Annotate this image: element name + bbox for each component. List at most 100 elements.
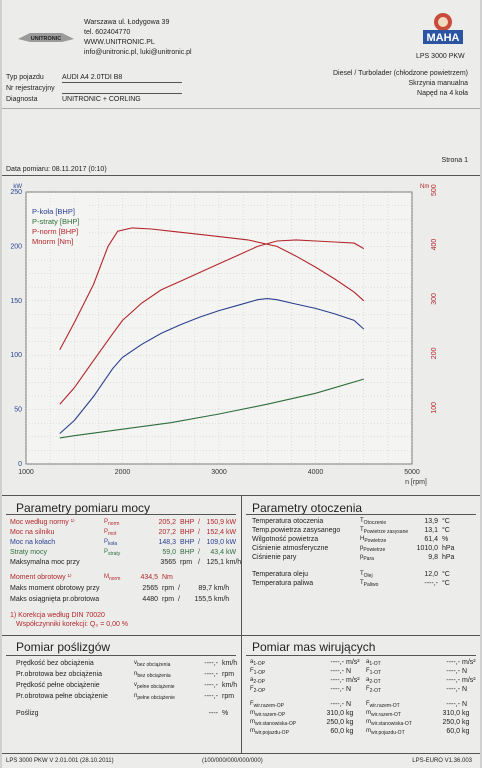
slip-row-symbol: vbez obciążenia — [134, 660, 171, 669]
slip-row-symbol: nbez obciążenia — [134, 671, 171, 680]
mass-row-unit: N — [346, 701, 352, 708]
power-row-symbol: Pkoła — [104, 539, 118, 548]
power-row-value-1: 148,3 — [158, 539, 176, 546]
y-right-tick-label: 300 — [431, 293, 438, 305]
slip-row-value: ----,- — [204, 682, 218, 689]
environment-row-value: 12,0 — [424, 571, 438, 578]
mass-row-symbol: a1-OP — [250, 659, 266, 668]
legend-entry: P-koła [BHP] — [32, 207, 75, 216]
environment-row-unit: °C — [442, 571, 450, 578]
power-row-value-1: 205,2 — [158, 519, 176, 526]
torque-row-value-2: 155,5 — [194, 596, 212, 603]
maha-logo-text: MAHA — [427, 32, 460, 44]
legend-entry: P-norm [BHP] — [32, 227, 78, 236]
torque-row-value-2: 89,7 — [198, 585, 212, 592]
mass-row-value: 310,0 — [442, 710, 460, 717]
mass-row-value: ----,- — [330, 701, 344, 708]
page-number: Strona 1 — [441, 157, 468, 164]
power-row-separator: / — [198, 559, 200, 566]
mass-row-symbol: Fwir.razem-OP — [250, 701, 284, 710]
power-row-unit-1: BHP — [180, 549, 195, 556]
slip-row-unit: km/h — [222, 660, 238, 667]
registration-underline — [62, 93, 182, 94]
header-separator — [2, 108, 480, 109]
power-row-unit-1: BHP — [180, 519, 195, 526]
mass-row-symbol: a2-OP — [250, 677, 266, 686]
power-row-value-2: 150,9 — [206, 519, 224, 526]
environment-row-symbol: HPowietrze — [360, 536, 387, 545]
environment-row-label: Temperatura otoczenia — [252, 518, 324, 525]
mass-row-value: ----,- — [446, 668, 460, 675]
drive-type: Napęd na 4 koła — [417, 90, 468, 97]
footer-middle: (100/000/000/000/000) — [202, 758, 263, 764]
series-line-0 — [59, 298, 365, 434]
torque-row-label: Maks osiągnięta pr.obrotowa — [10, 596, 100, 603]
torque-row-unit-1: rpm — [162, 585, 175, 592]
mass-row-unit: kg — [462, 719, 470, 726]
mass-row-symbol: F2-OT — [366, 686, 382, 695]
power-row-unit-1: rpm — [180, 559, 193, 566]
mass-row-value: 310,0 — [326, 710, 344, 717]
environment-row-unit: hPa — [442, 545, 455, 552]
slip-row-label: Pr.obrotowa bez obciążenia — [16, 671, 102, 678]
power-row-value-2: 109,0 — [206, 539, 224, 546]
x-tick-label: 2000 — [115, 469, 131, 476]
mass-row-symbol: mwir.razem-OT — [366, 710, 401, 719]
slip-row-value: ---- — [208, 710, 218, 717]
mass-row-unit: kg — [346, 710, 354, 717]
correction-note-2: Współczynniki korekcji: Q₀ = 0,00 % — [16, 621, 129, 628]
maha-logo-graphic: MAHA — [423, 13, 463, 44]
mass-row-value: ----,- — [330, 668, 344, 675]
power-row-unit-2: kW — [226, 539, 237, 546]
slip-row-unit: % — [222, 710, 229, 717]
power-row-label: Maksymalna moc przy — [10, 559, 80, 566]
environment-row-unit: °C — [442, 580, 450, 587]
environment-row-label: Temp.powietrza zasysanego — [252, 527, 341, 534]
legend-box — [29, 205, 89, 249]
power-row-separator: / — [198, 519, 200, 526]
environment-row-unit: °C — [442, 527, 450, 534]
power-row-unit-2: km/h — [226, 559, 242, 566]
date-separator — [2, 175, 480, 176]
y-left-tick-label: 250 — [10, 189, 22, 196]
mass-row-value: ----,- — [330, 686, 344, 693]
unitronic-logo-text: UNITRONIC — [31, 36, 62, 42]
environment-row-symbol: pPara — [360, 554, 374, 563]
y-right-tick-label: 500 — [431, 184, 438, 196]
mass-row-value: ----,- — [446, 701, 460, 708]
series-line-2 — [59, 239, 365, 405]
mass-row-unit: N — [346, 668, 352, 675]
power-row-value-2: 125,1 — [206, 559, 224, 566]
environment-row-value: 9,8 — [428, 554, 438, 561]
mass-row-value: ----,- — [446, 677, 460, 684]
environment-row-symbol: pPowietrze — [360, 545, 386, 554]
mass-row-value: 250,0 — [442, 719, 460, 726]
power-row-value-1: 3565 — [160, 559, 176, 566]
slip-row-symbol: vpełne obciążenie — [134, 682, 175, 691]
torque-row-value-1: 434,5 — [140, 574, 158, 581]
torque-row-unit-2: km/h — [214, 596, 230, 603]
mass-row-unit: kg — [462, 728, 470, 735]
mass-row-symbol: mwir.pojazdu-OP — [250, 728, 289, 737]
power-row-label: Moc według normy ¹⁾ — [10, 519, 75, 526]
params-divider — [241, 495, 242, 635]
power-row-separator: / — [198, 549, 200, 556]
slip-row-label: Pr.obrotowa pełne obciążenie — [16, 693, 108, 700]
series-line-3 — [59, 227, 365, 351]
vehicle-type-label: Typ pojazdu — [6, 74, 44, 81]
mass-row-symbol: mwir.razem-OP — [250, 710, 286, 719]
environment-row-unit: hPa — [442, 554, 455, 561]
y-left-tick-label: 150 — [10, 298, 22, 305]
mass-row-unit: kg — [346, 728, 354, 735]
registration-label: Nr rejestracyjny — [6, 85, 55, 92]
slip-row-label: Poślizg — [16, 710, 39, 717]
power-row-unit-1: BHP — [180, 539, 195, 546]
mass-row-value: ----,- — [446, 686, 460, 693]
power-row-unit-1: BHP — [180, 529, 195, 536]
power-row-symbol: Pmot — [104, 529, 117, 538]
torque-row-separator: / — [178, 585, 180, 592]
power-row-unit-2: kW — [226, 519, 237, 526]
